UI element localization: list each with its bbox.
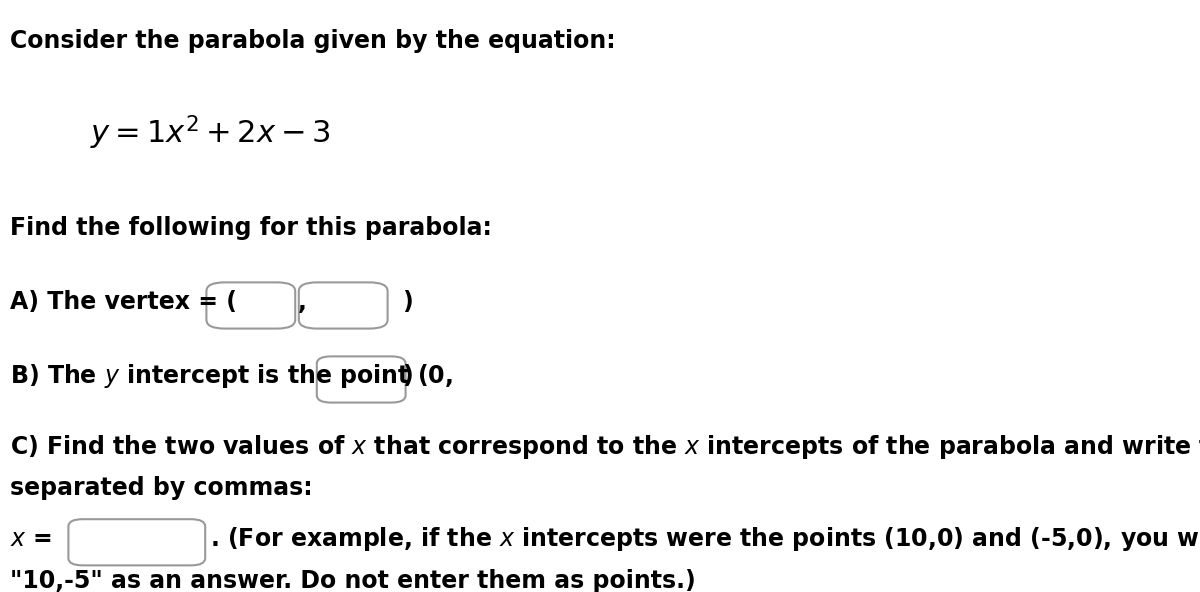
- Text: A) The vertex = (: A) The vertex = (: [10, 290, 236, 314]
- Text: ,: ,: [298, 290, 306, 314]
- Text: . (For example, if the $x$ intercepts were the points (10,0) and (-5,0), you wou: . (For example, if the $x$ intercepts we…: [210, 525, 1200, 553]
- Text: $x$ =: $x$ =: [10, 527, 52, 551]
- Text: Consider the parabola given by the equation:: Consider the parabola given by the equat…: [10, 30, 616, 53]
- Text: ): ): [402, 364, 413, 388]
- Text: B) The $y$ intercept is the point (0,: B) The $y$ intercept is the point (0,: [10, 362, 452, 390]
- FancyBboxPatch shape: [68, 519, 205, 565]
- FancyBboxPatch shape: [206, 282, 295, 329]
- FancyBboxPatch shape: [299, 282, 388, 329]
- Text: "10,-5" as an answer. Do not enter them as points.): "10,-5" as an answer. Do not enter them …: [10, 570, 695, 592]
- Text: $y = 1x^2 + 2x - 3$: $y = 1x^2 + 2x - 3$: [90, 114, 331, 153]
- Text: ): ): [402, 290, 413, 314]
- Text: C) Find the two values of $x$ that correspond to the $x$ intercepts of the parab: C) Find the two values of $x$ that corre…: [10, 433, 1200, 461]
- FancyBboxPatch shape: [317, 356, 406, 403]
- Text: separated by commas:: separated by commas:: [10, 477, 312, 500]
- Text: Find the following for this parabola:: Find the following for this parabola:: [10, 216, 492, 240]
